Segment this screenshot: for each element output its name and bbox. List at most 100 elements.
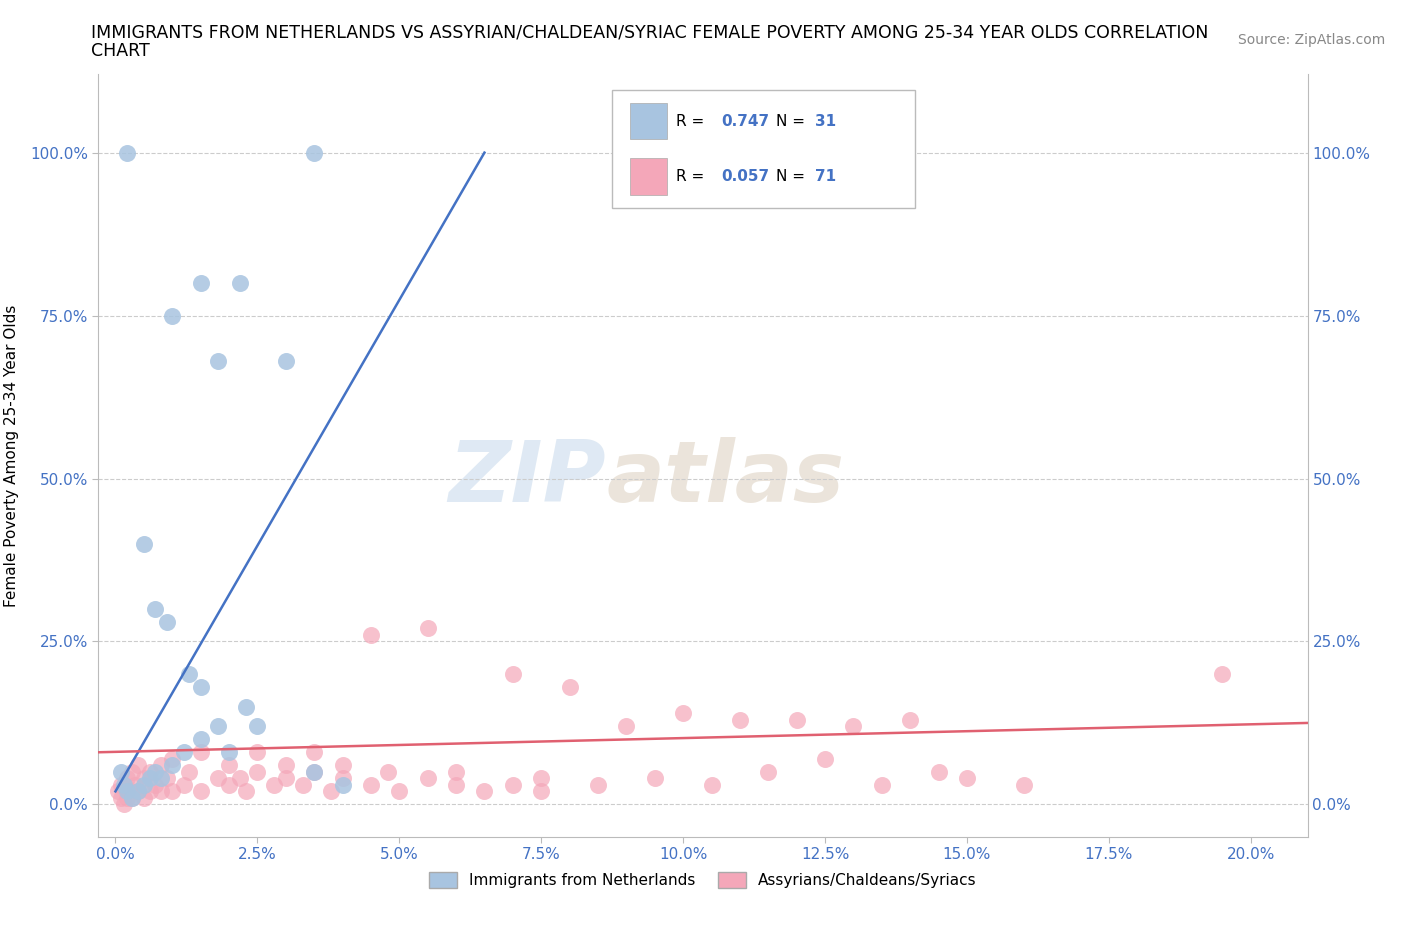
Point xyxy=(672,706,695,721)
Point xyxy=(332,777,354,792)
Point xyxy=(388,784,411,799)
Point xyxy=(229,275,252,290)
FancyBboxPatch shape xyxy=(630,158,666,194)
Point xyxy=(112,777,135,792)
Point xyxy=(143,777,166,792)
Point xyxy=(444,764,467,779)
Point xyxy=(160,308,183,323)
Point xyxy=(110,777,132,792)
Text: 71: 71 xyxy=(815,169,837,184)
Point xyxy=(190,680,212,695)
Point xyxy=(444,777,467,792)
Point xyxy=(138,771,160,786)
Point xyxy=(246,764,269,779)
Text: 0.747: 0.747 xyxy=(721,113,769,128)
Point xyxy=(155,771,177,786)
Point xyxy=(124,777,146,792)
Text: atlas: atlas xyxy=(606,437,845,520)
Point xyxy=(115,145,138,160)
Point xyxy=(207,771,229,786)
Point xyxy=(173,745,195,760)
Point xyxy=(321,784,343,799)
Point xyxy=(644,771,666,786)
Point xyxy=(558,680,581,695)
Point xyxy=(1012,777,1035,792)
Text: CHART: CHART xyxy=(91,42,150,60)
Text: R =: R = xyxy=(676,169,710,184)
Point xyxy=(756,764,779,779)
Point xyxy=(870,777,893,792)
Point xyxy=(1211,667,1233,682)
Point xyxy=(149,758,172,773)
Point xyxy=(229,771,252,786)
Text: N =: N = xyxy=(776,113,810,128)
Text: Source: ZipAtlas.com: Source: ZipAtlas.com xyxy=(1237,33,1385,46)
Point xyxy=(274,353,297,368)
Point xyxy=(928,764,950,779)
Point xyxy=(614,719,637,734)
Point xyxy=(728,712,751,727)
Text: R =: R = xyxy=(676,113,710,128)
Point xyxy=(263,777,285,792)
Point xyxy=(118,784,141,799)
Point xyxy=(115,790,138,805)
Point xyxy=(728,145,751,160)
Point xyxy=(121,790,143,805)
Point xyxy=(190,732,212,747)
Point xyxy=(416,771,439,786)
Point xyxy=(132,777,155,792)
Point xyxy=(121,764,143,779)
Point xyxy=(190,275,212,290)
Point xyxy=(302,745,325,760)
Point xyxy=(246,745,269,760)
Point xyxy=(274,771,297,786)
Point xyxy=(143,764,166,779)
Point xyxy=(115,771,138,786)
Point xyxy=(143,602,166,617)
Point xyxy=(274,758,297,773)
Point xyxy=(502,667,524,682)
Point xyxy=(112,797,135,812)
Point xyxy=(377,764,399,779)
Point xyxy=(302,764,325,779)
Point xyxy=(107,784,129,799)
Point xyxy=(332,758,354,773)
Point xyxy=(235,699,257,714)
Point xyxy=(218,758,240,773)
Point xyxy=(179,764,201,779)
Point xyxy=(115,784,138,799)
Point xyxy=(132,790,155,805)
Point xyxy=(530,771,553,786)
Point xyxy=(291,777,314,792)
Point xyxy=(149,771,172,786)
Point xyxy=(586,777,609,792)
Point xyxy=(956,771,979,786)
Point xyxy=(416,621,439,636)
Point xyxy=(502,777,524,792)
Point xyxy=(218,745,240,760)
Y-axis label: Female Poverty Among 25-34 Year Olds: Female Poverty Among 25-34 Year Olds xyxy=(4,304,18,607)
Point xyxy=(207,353,229,368)
Point xyxy=(138,784,160,799)
Point xyxy=(138,764,160,779)
Point xyxy=(474,784,496,799)
Point xyxy=(190,784,212,799)
Point xyxy=(700,777,723,792)
Point xyxy=(149,784,172,799)
Point xyxy=(160,784,183,799)
Point xyxy=(302,145,325,160)
Point xyxy=(127,784,149,799)
Point xyxy=(218,777,240,792)
Point xyxy=(160,751,183,766)
Point xyxy=(814,751,837,766)
Point xyxy=(207,719,229,734)
Point xyxy=(360,777,382,792)
Text: 0.057: 0.057 xyxy=(721,169,769,184)
Point xyxy=(246,719,269,734)
Point xyxy=(132,771,155,786)
Point xyxy=(898,712,921,727)
Point xyxy=(332,771,354,786)
Point xyxy=(786,712,808,727)
Point xyxy=(160,758,183,773)
Point xyxy=(173,777,195,792)
